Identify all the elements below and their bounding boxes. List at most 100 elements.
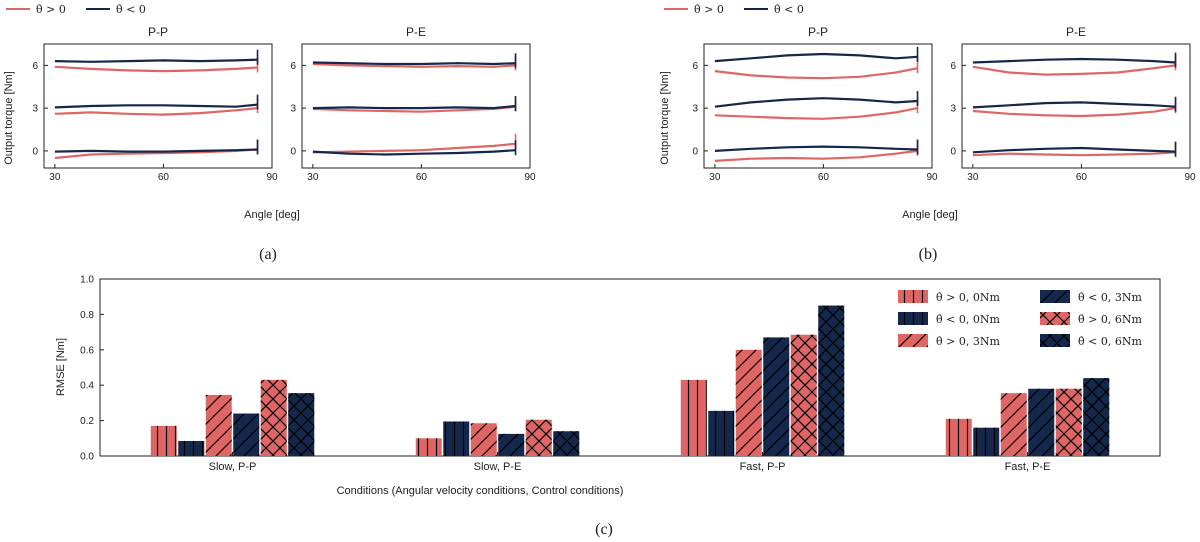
legend-swatch-hatch: [898, 312, 928, 325]
category-label: Fast, P-P: [740, 461, 786, 473]
bar-hatch: [1083, 378, 1110, 456]
legend-swatch-hatch: [1040, 290, 1070, 303]
x-tick-label: 30: [307, 172, 319, 183]
bar-hatch: [205, 394, 232, 456]
y-tick-label: 0: [290, 146, 296, 157]
panel-title: P-P: [808, 25, 828, 39]
legend-label-neg: θ̇ < 0: [774, 3, 804, 16]
panel-frame: [43, 43, 273, 169]
category-label: Fast, P-E: [1005, 461, 1051, 473]
y-tick-label: 0.0: [80, 452, 94, 463]
y-tick-label: 6: [692, 61, 698, 72]
caption-b: (b): [919, 246, 938, 263]
bar-hatch: [1000, 393, 1027, 456]
bar-hatch: [498, 433, 525, 456]
series-line: [714, 67, 918, 80]
legend-label: θ̇ > 0, 3Nm: [936, 335, 1000, 348]
y-tick-label: 6: [32, 61, 38, 72]
y-tick-label: 0.4: [80, 381, 94, 392]
xlabel-b: Angle [deg]: [902, 209, 958, 221]
series-line: [54, 103, 258, 109]
x-tick-label: 90: [524, 172, 536, 183]
ylabel-b: Output torque [Nm]: [659, 71, 671, 165]
series-line: [714, 107, 918, 120]
x-tick-label: 60: [1076, 172, 1088, 183]
series-line: [54, 58, 258, 63]
x-tick-label: 30: [967, 172, 979, 183]
series-line: [54, 65, 258, 73]
caption-a: (a): [259, 246, 277, 263]
bar-hatch: [260, 379, 287, 456]
series-line: [714, 52, 918, 63]
y-tick-label: 0.2: [80, 416, 94, 427]
bar-hatch: [763, 337, 790, 456]
bar-hatch: [818, 305, 845, 456]
bar-hatch: [708, 410, 735, 456]
y-tick-label: 6: [950, 61, 956, 72]
series-line: [714, 149, 918, 162]
panel-title: P-E: [1066, 25, 1086, 39]
legend-label: θ̇ > 0, 0Nm: [936, 291, 1000, 304]
y-tick-label: 3: [32, 104, 38, 115]
legend-label-pos: θ̇ > 0: [36, 3, 66, 16]
bar-frame: [99, 278, 1161, 457]
legend-top-b: θ̇ > 0 θ̇ < 0: [664, 3, 804, 16]
x-tick-label: 60: [158, 172, 170, 183]
bar-hatch: [790, 334, 817, 456]
y-tick-label: 3: [950, 104, 956, 115]
legend-label-neg: θ̇ < 0: [116, 3, 146, 16]
x-tick-label: 30: [49, 172, 61, 183]
xlabel-a: Angle [deg]: [244, 209, 300, 221]
bar-chart: 0.0 0.2 0.4 0.6 0.8 1.0 Slow, P-P Slow, P-E Fast…: [80, 275, 1161, 473]
legend-label: θ̇ < 0, 3Nm: [1078, 291, 1142, 304]
bar-hatch: [470, 423, 497, 456]
legend-label: θ̇ < 0, 0Nm: [936, 313, 1000, 326]
y-tick-label: 1.0: [80, 275, 94, 286]
panel-b-p-p: P-P 30 60 90 0 3 6: [692, 25, 938, 183]
series-line: [972, 151, 1176, 157]
series-line: [312, 104, 516, 110]
bar-hatch: [973, 427, 1000, 456]
bar-hatch: [178, 440, 205, 456]
ylabel-a: Output torque [Nm]: [3, 71, 15, 165]
bar-hatch: [415, 438, 442, 456]
series-line: [54, 107, 258, 116]
y-tick-label: 0: [950, 146, 956, 157]
x-tick-label: 30: [709, 172, 721, 183]
y-tick-label: 6: [290, 61, 296, 72]
series-line: [972, 107, 1176, 118]
legend-swatch-hatch: [1040, 334, 1070, 347]
category-label: Slow, P-E: [474, 461, 522, 473]
series-line: [972, 64, 1176, 76]
bar-hatch: [233, 413, 260, 456]
x-tick-label: 90: [926, 172, 938, 183]
panel-frame: [961, 43, 1191, 169]
panel-frame: [703, 43, 933, 169]
series-line: [972, 57, 1176, 64]
y-tick-label: 3: [692, 104, 698, 115]
x-tick-label: 60: [818, 172, 830, 183]
series-line: [312, 149, 516, 156]
category-label: Slow, P-P: [209, 461, 257, 473]
ylabel-c: RMSE [Nm]: [55, 338, 67, 396]
bar-hatch: [443, 421, 470, 456]
panel-a-p-p: P-P 30 60 90 0 3 6: [32, 25, 278, 183]
panel-title: P-E: [406, 25, 426, 39]
x-tick-label: 90: [266, 172, 278, 183]
bar-hatch: [150, 425, 177, 456]
y-tick-label: 0: [692, 146, 698, 157]
legend-label: θ̇ > 0, 6Nm: [1078, 313, 1142, 326]
series-line: [54, 148, 258, 153]
y-tick-label: 0: [32, 146, 38, 157]
series-line: [714, 145, 918, 152]
bar-legend: θ̇ > 0, 0Nm θ̇ < 0, 0Nm θ̇ > 0, 3Nm θ̇ < 0,…: [898, 290, 1142, 348]
bar-hatch: [945, 418, 972, 456]
panel-a-p-e: P-E 30 60 90 0 3 6: [290, 25, 536, 183]
bar-hatch: [553, 431, 580, 456]
legend-swatch-hatch: [898, 290, 928, 303]
panel-b-p-e: P-E 30 60 90 0 3 6: [950, 25, 1196, 183]
caption-c: (c): [595, 521, 613, 538]
bar-hatch: [1028, 388, 1055, 456]
bar-hatch: [1055, 388, 1082, 456]
